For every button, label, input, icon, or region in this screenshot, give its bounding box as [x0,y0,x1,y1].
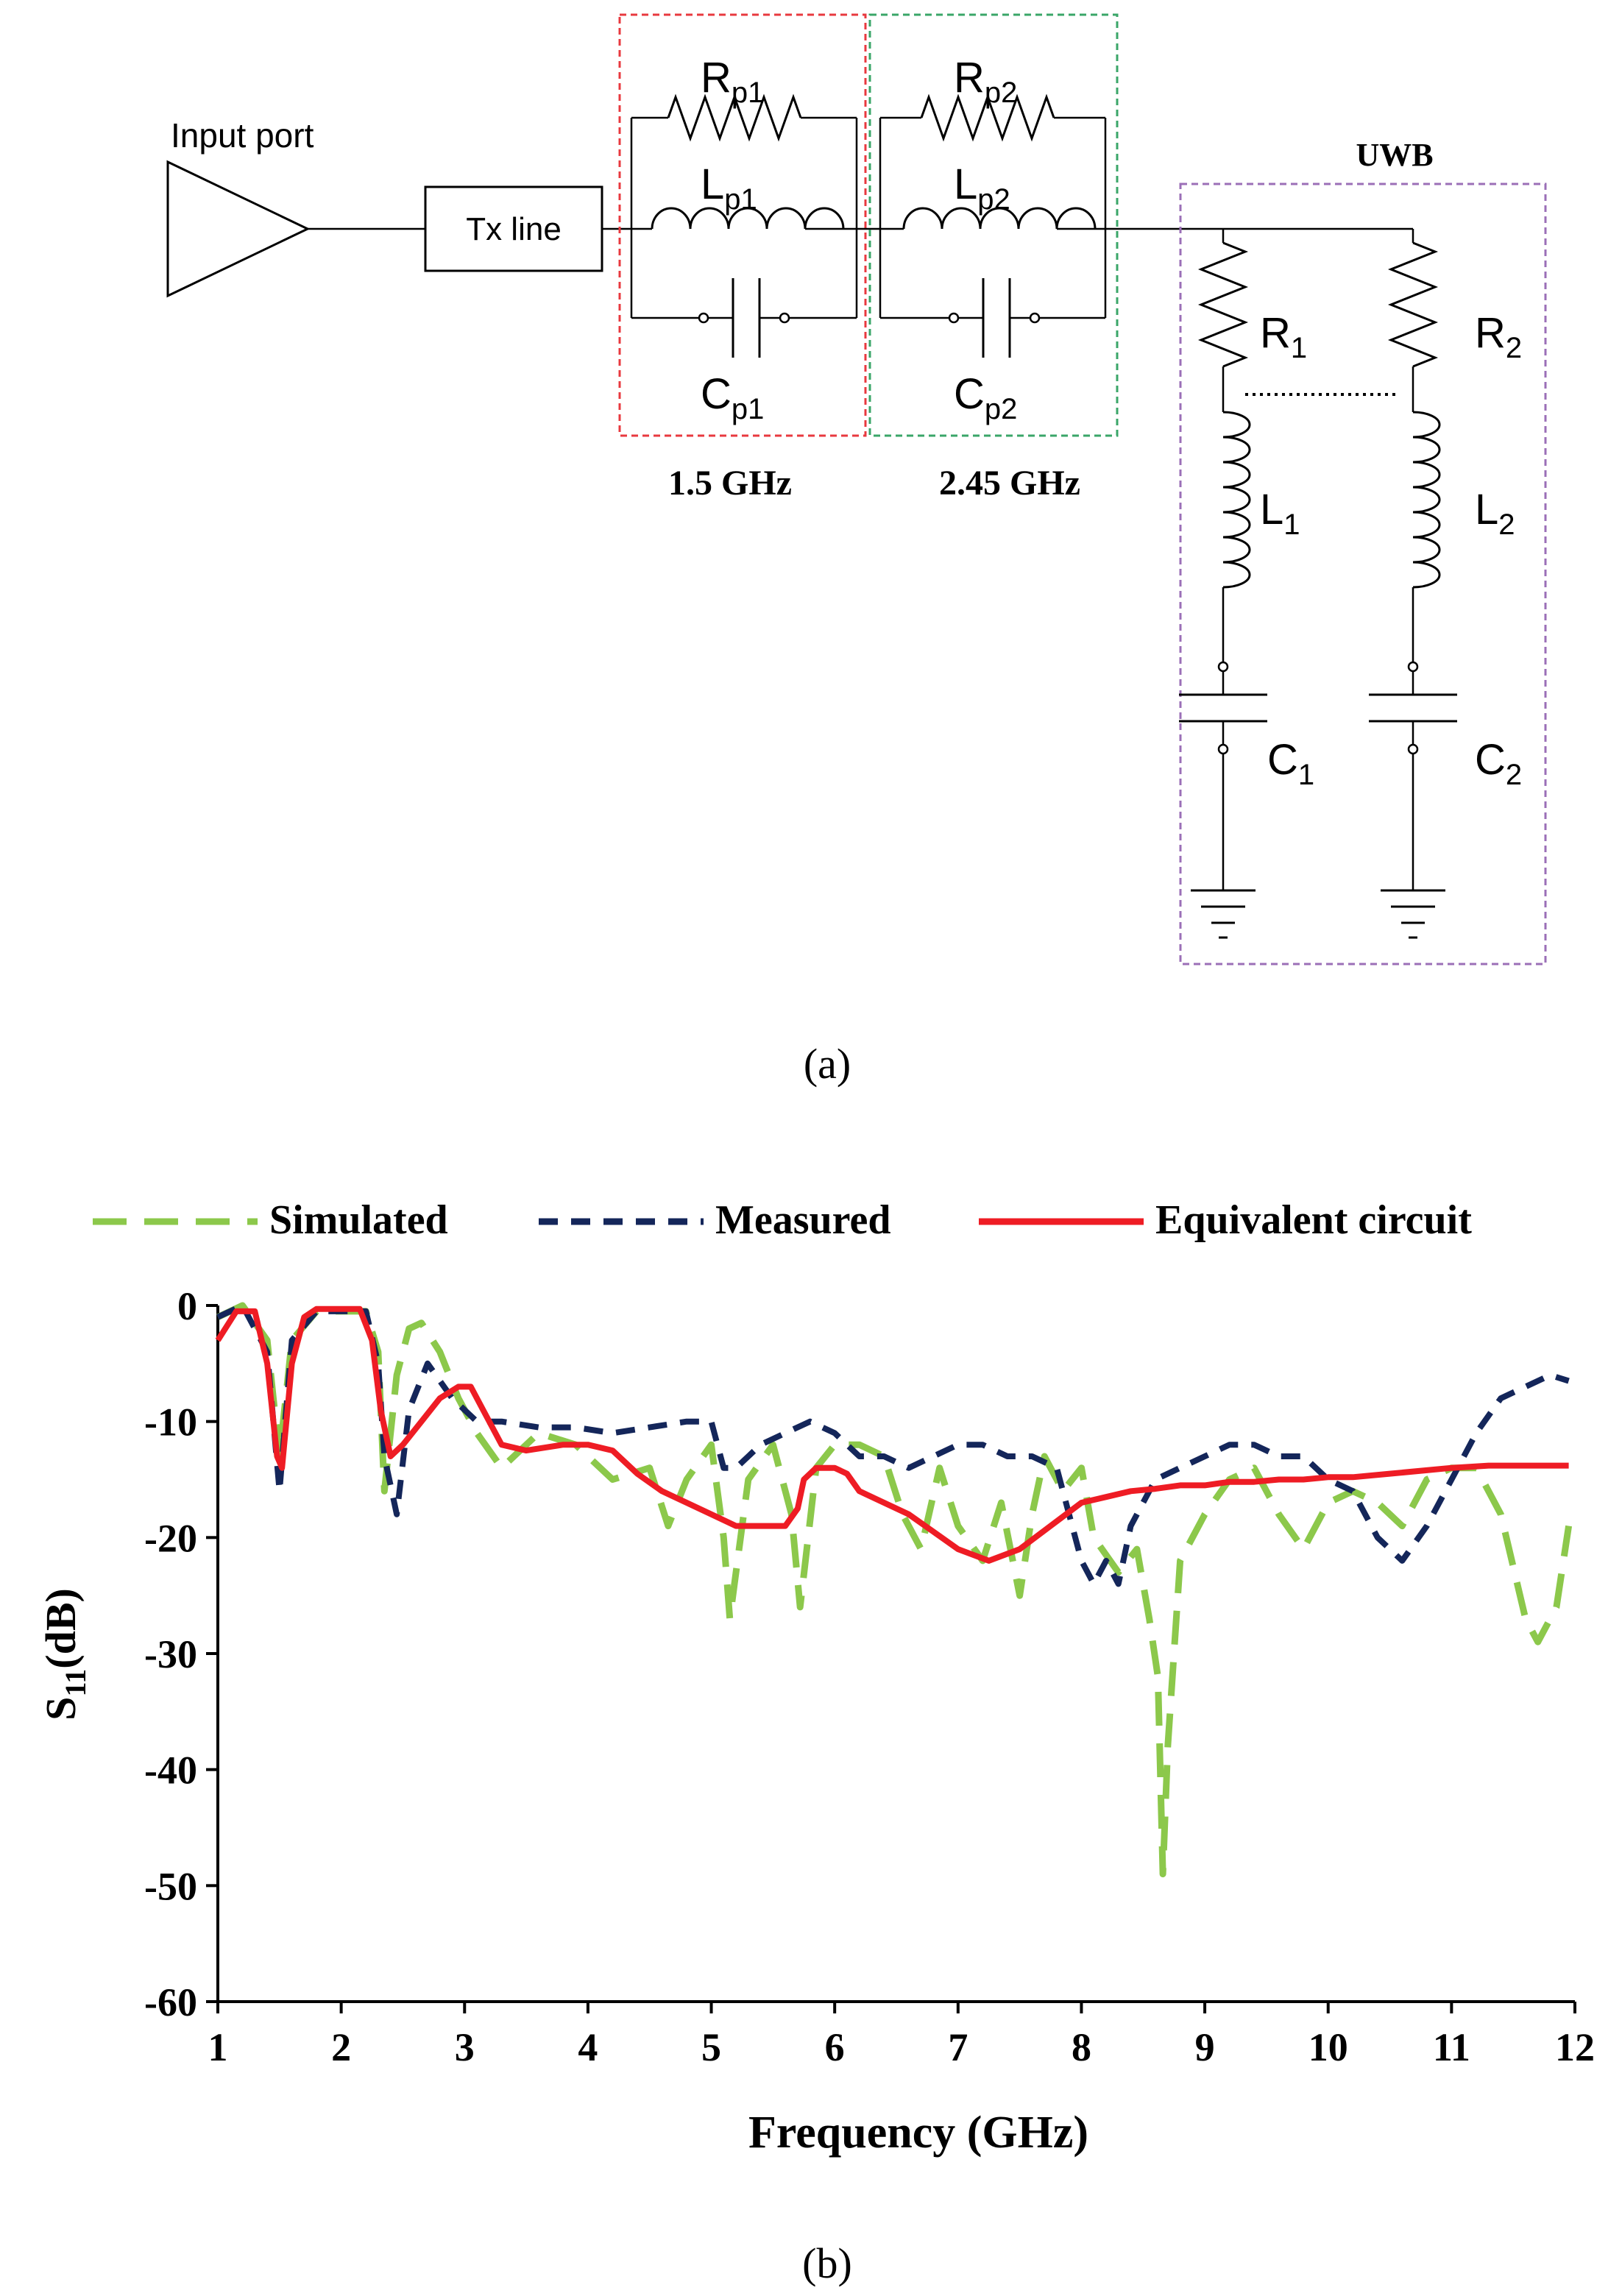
x-tick-label: 3 [455,2025,475,2069]
circuit-diagram: Input port Tx line [166,13,1547,965]
x-ticks: 1 2 3 4 5 6 7 8 9 10 11 12 [208,2002,1595,2069]
branch1-inductor-icon [1222,411,1251,589]
x-tick-label: 4 [578,2025,598,2069]
x-tick-label: 2 [331,2025,351,2069]
stage1-frequency-label: 1.5 GHz [668,464,792,503]
series-line-simulated [216,1302,1573,1878]
caption-b: (b) [802,2239,852,2287]
chart-legend: Simulated Measured Equivalent circuit [93,1197,1472,1243]
branch2-resistor-label: R2 [1475,309,1522,364]
series-line-measured [216,1303,1570,1587]
stage1-inductor-icon [651,207,845,230]
x-tick-label: 10 [1308,2025,1348,2069]
x-tick-label: 1 [208,2025,228,2069]
legend-equivalent-label: Equivalent circuit [1155,1197,1472,1243]
legend-simulated-label: Simulated [269,1197,448,1243]
legend-measured-label: Measured [715,1197,891,1243]
stage2-capacitor-label: Cp2 [954,370,1017,425]
series-line-equivalent-circuit [215,1305,1569,1564]
uwb-branch1 [1179,229,1267,939]
caption-a: (a) [804,1040,851,1088]
stage1-capacitor-label: Cp1 [701,370,764,425]
uwb-box [1179,183,1547,965]
uwb-branch2 [1369,229,1457,939]
branch1-capacitor-label: C1 [1267,736,1314,791]
y-tick-label: -50 [144,1864,197,1908]
stage1-inductor-label: Lp1 [701,160,757,216]
y-tick-label: -20 [144,1516,197,1560]
x-tick-label: 6 [825,2025,845,2069]
stage2-frequency-label: 2.45 GHz [939,464,1080,503]
y-ticks: 0 -10 -20 -30 -40 -50 -60 [144,1284,218,2024]
branch1-resistor-label: R1 [1260,309,1307,364]
stage2-parallel-rlc [879,93,1107,358]
x-tick-label: 11 [1433,2025,1470,2069]
stage1-resistor-label: Rp1 [701,54,764,109]
stage2-2p45ghz-box [868,13,1119,437]
input-port-label: Input port [171,116,314,155]
y-axis-label: S11(dB) [37,1588,92,1721]
branch1-inductor-label: L1 [1260,486,1300,541]
input-port-amplifier-icon [166,160,311,298]
y-tick-label: -30 [144,1632,197,1676]
stage1-parallel-rlc [630,93,858,358]
x-axis-label: Frequency (GHz) [748,2108,1088,2158]
y-tick-label: -40 [144,1748,197,1793]
x-tick-label: 9 [1195,2025,1215,2069]
x-tick-label: 12 [1555,2025,1595,2069]
branch2-inductor-label: L2 [1475,486,1515,541]
tx-line-label: Tx line [466,211,562,247]
branch2-resistor-icon [1387,241,1439,368]
y-tick-label: -10 [144,1400,197,1445]
x-tick-label: 7 [948,2025,968,2069]
branch2-inductor-icon [1412,411,1441,589]
branch1-ground-icon [1191,889,1256,939]
x-tick-label: 8 [1072,2025,1091,2069]
branch1-resistor-icon [1197,241,1249,368]
stage2-inductor-label: Lp2 [954,160,1010,216]
s11-chart: Simulated Measured Equivalent circuit 0 -… [37,1197,1595,2158]
stage2-inductor-icon [902,207,1097,230]
stage2-resistor-label: Rp2 [954,54,1017,109]
uwb-label: UWB [1356,137,1433,173]
stage1-resistor-icon [667,93,802,142]
series-layer [215,1302,1573,1878]
stage1-1p5ghz-box [618,13,867,437]
x-tick-label: 5 [701,2025,721,2069]
branch2-capacitor-label: C2 [1475,736,1522,791]
branch2-ground-icon [1381,889,1445,939]
stage2-resistor-icon [920,93,1055,142]
y-tick-label: -60 [144,1980,197,2024]
y-tick-label: 0 [177,1284,197,1328]
